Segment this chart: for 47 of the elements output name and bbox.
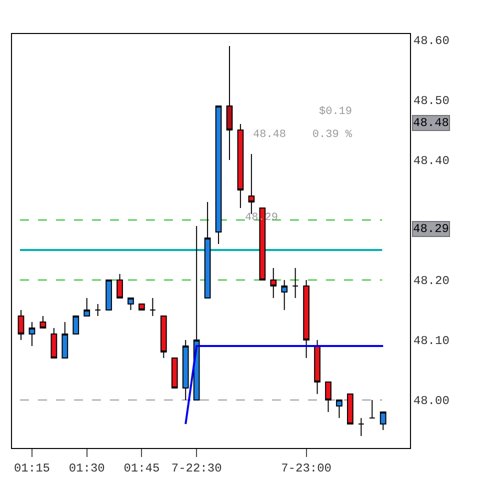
candlestick xyxy=(215,106,222,244)
candlestick xyxy=(128,298,134,310)
candlestick xyxy=(303,280,310,358)
x-tick-label: 7-22:30 xyxy=(171,461,222,476)
candlestick xyxy=(160,316,167,358)
x-tick-label: 01:45 xyxy=(124,461,160,476)
candlestick xyxy=(270,268,277,298)
candlestick xyxy=(28,322,36,346)
candlestick xyxy=(94,304,101,316)
candlestick xyxy=(314,340,320,394)
candlestick xyxy=(358,418,364,436)
x-tick-label: 01:15 xyxy=(14,461,50,476)
candlestick xyxy=(204,202,211,298)
y-tick-label: 48.50 xyxy=(413,94,450,108)
y-tick-label: 48.00 xyxy=(413,394,450,408)
text: 48.48 xyxy=(413,116,450,130)
y-tick-label: 48.40 xyxy=(413,154,450,168)
candlestick xyxy=(347,394,354,424)
candlestick xyxy=(84,298,90,316)
candlestick xyxy=(40,316,46,328)
candlestick xyxy=(106,280,112,310)
annotation: $0.19 xyxy=(319,106,352,118)
y-tick-label: 48.60 xyxy=(413,34,450,48)
candlestick xyxy=(325,382,332,412)
candlestick xyxy=(138,304,145,310)
y-tick-label: 48.20 xyxy=(413,274,450,288)
candlestick xyxy=(380,412,386,430)
x-tick-label: 01:30 xyxy=(68,461,105,476)
candlestick xyxy=(18,310,24,340)
candlestick xyxy=(149,298,156,316)
x-tick-label: 7-23:00 xyxy=(281,461,332,476)
y-tick-label: 48.10 xyxy=(413,334,450,348)
text: 48.29 xyxy=(413,222,450,236)
candlestick xyxy=(248,154,255,214)
candlestick xyxy=(368,400,376,418)
candlestick xyxy=(72,316,80,334)
candlestick xyxy=(50,328,58,358)
candlestick xyxy=(237,124,244,208)
candlestick xyxy=(182,340,189,400)
candlestick xyxy=(62,322,68,358)
candlestick xyxy=(116,274,123,298)
candlestick xyxy=(171,358,178,388)
candlestick xyxy=(336,400,342,418)
candlestick xyxy=(281,280,288,310)
candlestick xyxy=(292,268,299,298)
annotation: 48.48 0.39 % xyxy=(253,129,352,141)
candlestick xyxy=(226,46,233,160)
